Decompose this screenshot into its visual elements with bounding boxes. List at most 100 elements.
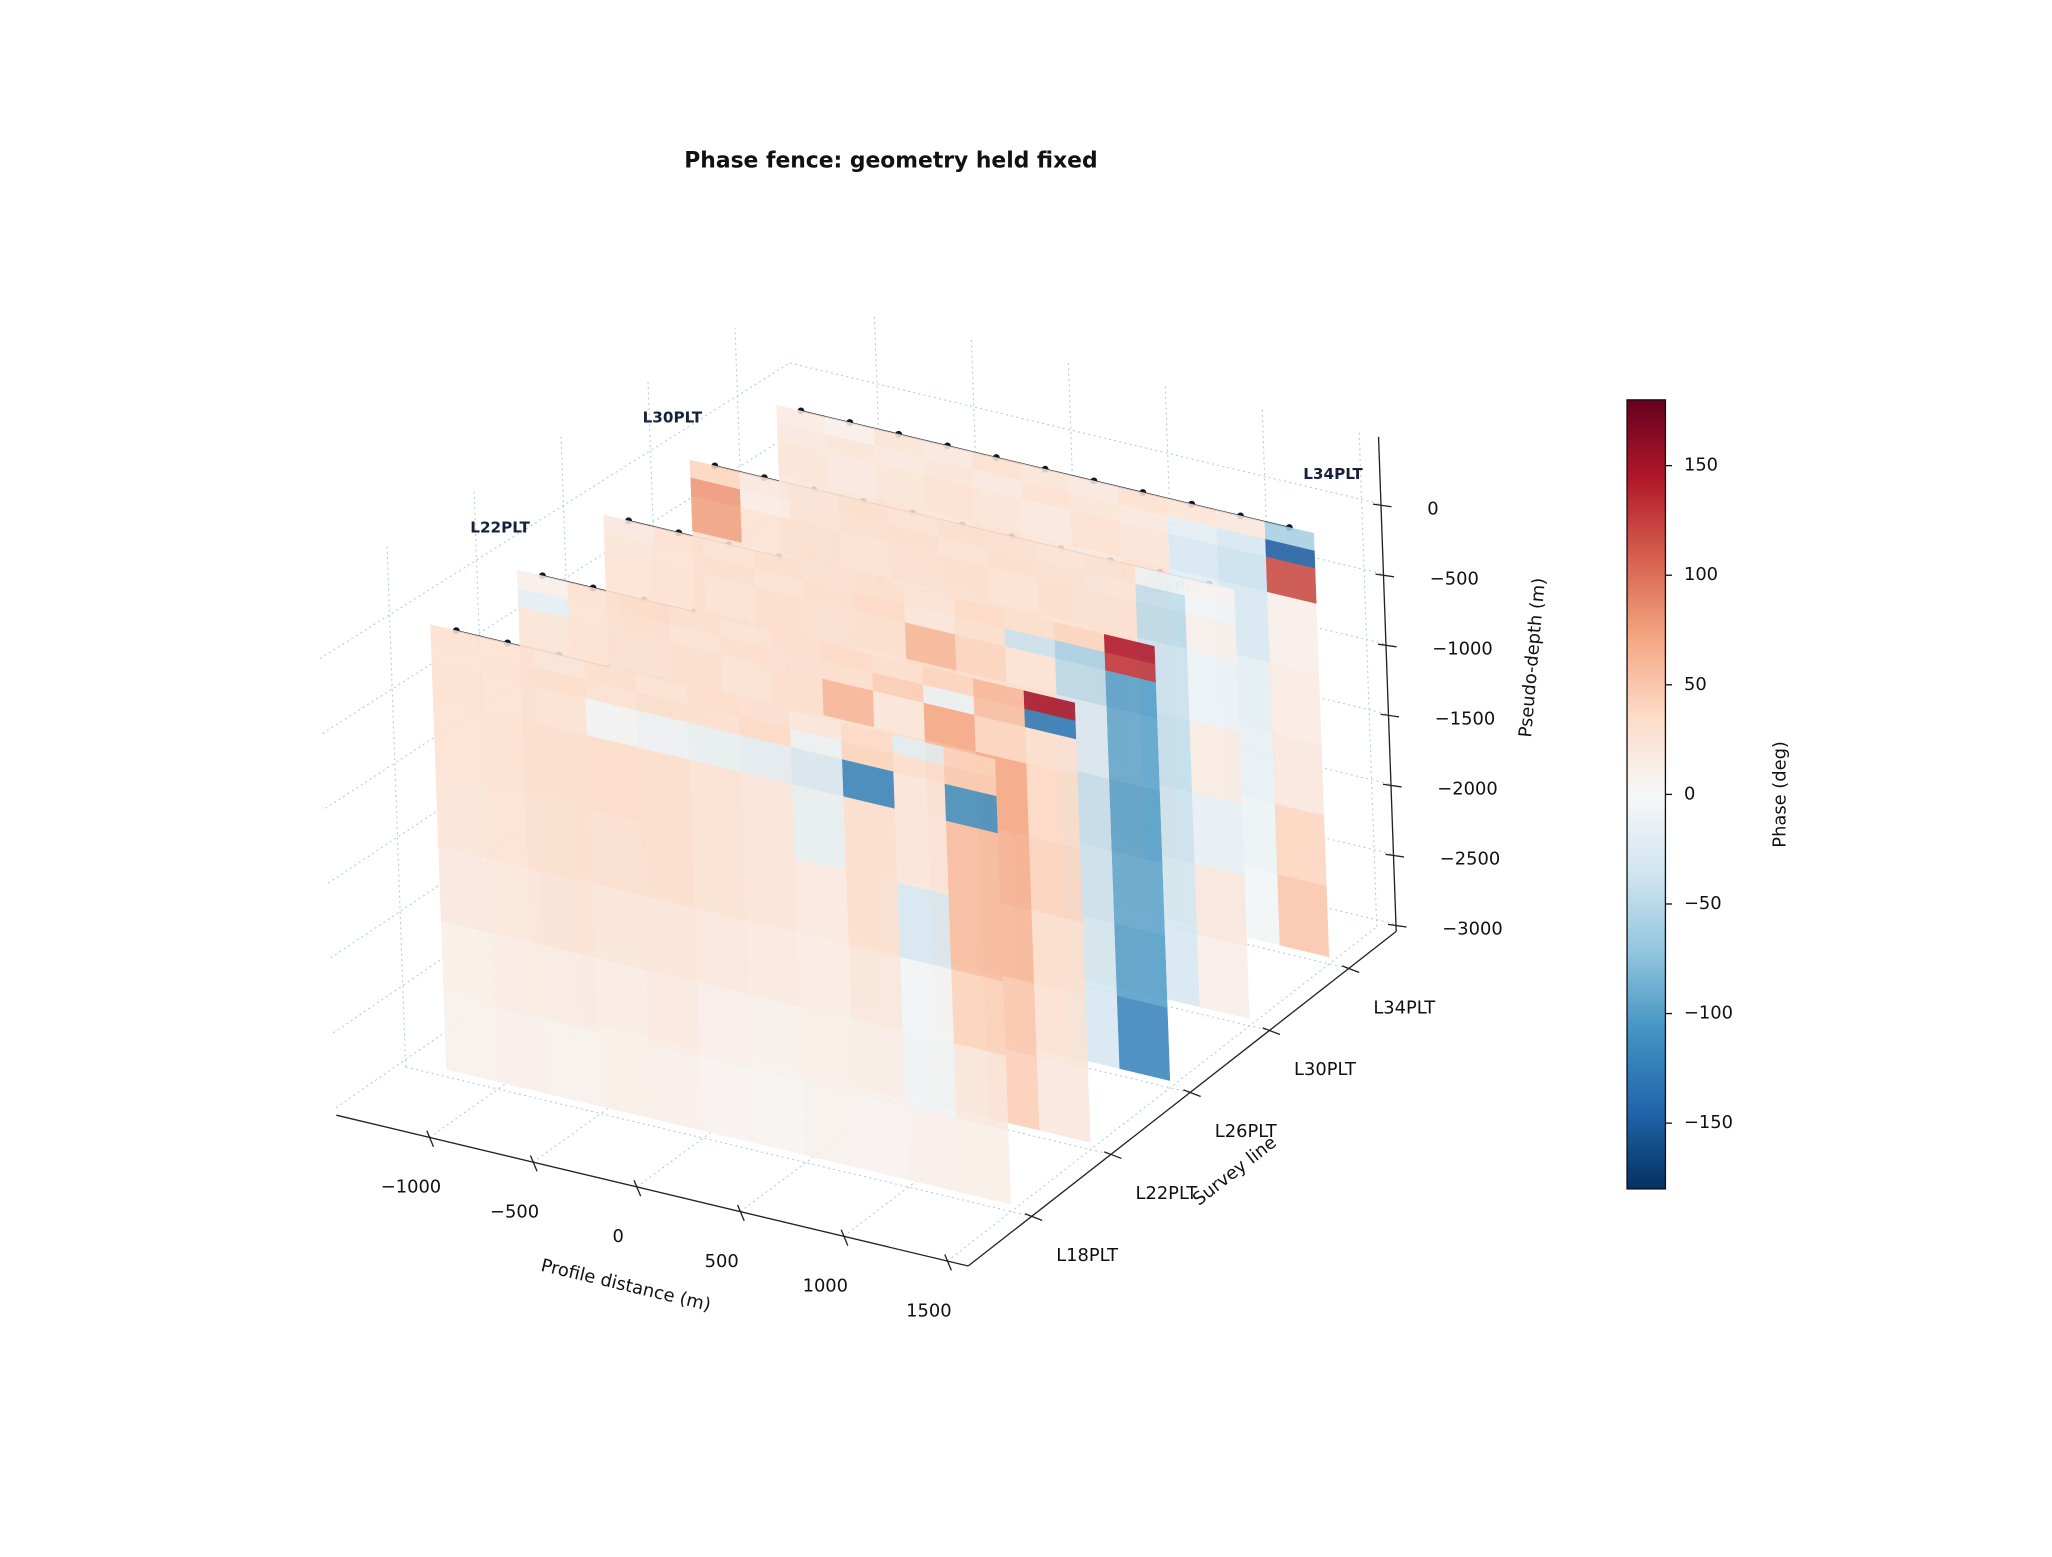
colorbar-tick-label: 0: [1684, 783, 1695, 804]
cell: [851, 1018, 906, 1106]
cell: [751, 1068, 806, 1156]
cell: [1036, 1056, 1091, 1143]
panel: [430, 624, 1012, 1205]
cell: [951, 969, 1006, 1057]
cell: [492, 933, 547, 1021]
colorbar-label: Phase (deg): [1770, 741, 1791, 848]
x-tick-label: −1000: [381, 1177, 441, 1198]
colorbar-tick-label: 150: [1684, 455, 1718, 476]
x-tick: [944, 1254, 953, 1271]
cell: [440, 920, 496, 1008]
x-tick-label: 1000: [803, 1276, 848, 1297]
cell: [848, 944, 904, 1032]
z-axis-label: Pseudo-depth (m): [1515, 577, 1550, 738]
cell: [692, 833, 747, 921]
cell: [897, 882, 952, 970]
y-tick-label: L18PLT: [1056, 1245, 1118, 1266]
cell: [438, 846, 493, 934]
cell: [899, 956, 955, 1044]
cell: [802, 1080, 858, 1168]
cell: [594, 957, 650, 1045]
cell: [443, 994, 499, 1083]
z-tick: [1382, 783, 1402, 788]
cell: [894, 808, 950, 896]
z-tick-label: 0: [1427, 498, 1438, 519]
y-tick-label: L30PLT: [1294, 1059, 1356, 1080]
x-tick-label: 500: [705, 1251, 739, 1272]
cell: [646, 969, 701, 1057]
x-axis-label: Profile distance (m): [539, 1255, 713, 1316]
x-tick: [736, 1204, 745, 1222]
y-tick: [1262, 1027, 1281, 1036]
z-tick: [1372, 503, 1392, 508]
cell: [1031, 910, 1086, 997]
cell: [640, 821, 696, 909]
z-tick: [1375, 573, 1395, 578]
cell: [1026, 763, 1081, 850]
x-tick: [840, 1229, 849, 1246]
colorbar-tick-label: −150: [1684, 1112, 1733, 1133]
cell: [1267, 591, 1320, 675]
y-tick: [1024, 1213, 1043, 1222]
grid-line: [1358, 432, 1378, 927]
cell: [1116, 995, 1171, 1081]
cell: [945, 820, 1001, 908]
z-tick: [1380, 713, 1400, 718]
cell: [853, 1092, 909, 1180]
y-tick: [1183, 1089, 1201, 1098]
cell: [1194, 863, 1248, 948]
y-tick: [1103, 1151, 1122, 1160]
line-label: L30PLT: [643, 409, 703, 427]
x-tick-label: 0: [612, 1226, 623, 1247]
cell: [589, 809, 645, 897]
y-axis-label: Survey line: [1189, 1132, 1281, 1210]
cell: [743, 846, 798, 934]
colorbar: [1626, 399, 1667, 1190]
cell: [953, 1043, 1009, 1131]
cell: [1277, 874, 1330, 958]
cell: [435, 772, 491, 860]
cell: [902, 1031, 958, 1119]
chart-title: Phase fence: geometry held fixed: [684, 149, 1097, 174]
cell: [643, 895, 698, 983]
x-tick: [426, 1130, 435, 1147]
y-tick: [1341, 965, 1360, 974]
grid-line: [386, 543, 407, 1068]
cell: [905, 1105, 960, 1193]
cell: [1028, 836, 1083, 923]
cell: [538, 797, 593, 885]
cell: [1269, 662, 1322, 746]
cell: [746, 920, 801, 1008]
cell: [1189, 720, 1242, 805]
cell: [797, 932, 852, 1020]
colorbar-tick-label: 50: [1684, 674, 1707, 695]
line-label: L22PLT: [470, 519, 530, 537]
grid-line: [789, 362, 1382, 505]
z-tick: [1387, 923, 1407, 928]
cell: [1111, 851, 1165, 937]
z-axis-line: [1377, 436, 1397, 932]
cell: [846, 870, 901, 958]
x-tick-label: −500: [490, 1201, 539, 1222]
cell: [597, 1031, 652, 1119]
cell: [843, 796, 898, 884]
y-tick-label: L34PLT: [1373, 997, 1435, 1018]
cell: [1274, 803, 1327, 887]
colorbar-tick-label: 100: [1684, 564, 1718, 585]
cell: [794, 858, 850, 946]
x-axis-line: [336, 1114, 969, 1267]
grid-line: [405, 1066, 1032, 1217]
y-axis-line: [967, 930, 1397, 1267]
cell: [586, 735, 642, 823]
z-tick-label: −1500: [1435, 709, 1495, 730]
cell: [592, 883, 647, 971]
cell: [948, 894, 1004, 983]
cell: [432, 698, 488, 786]
cell: [1186, 649, 1240, 734]
cell: [792, 784, 847, 872]
line-label: L34PLT: [1303, 465, 1363, 483]
cell: [689, 759, 744, 847]
cell: [638, 747, 693, 835]
cell: [489, 858, 545, 946]
